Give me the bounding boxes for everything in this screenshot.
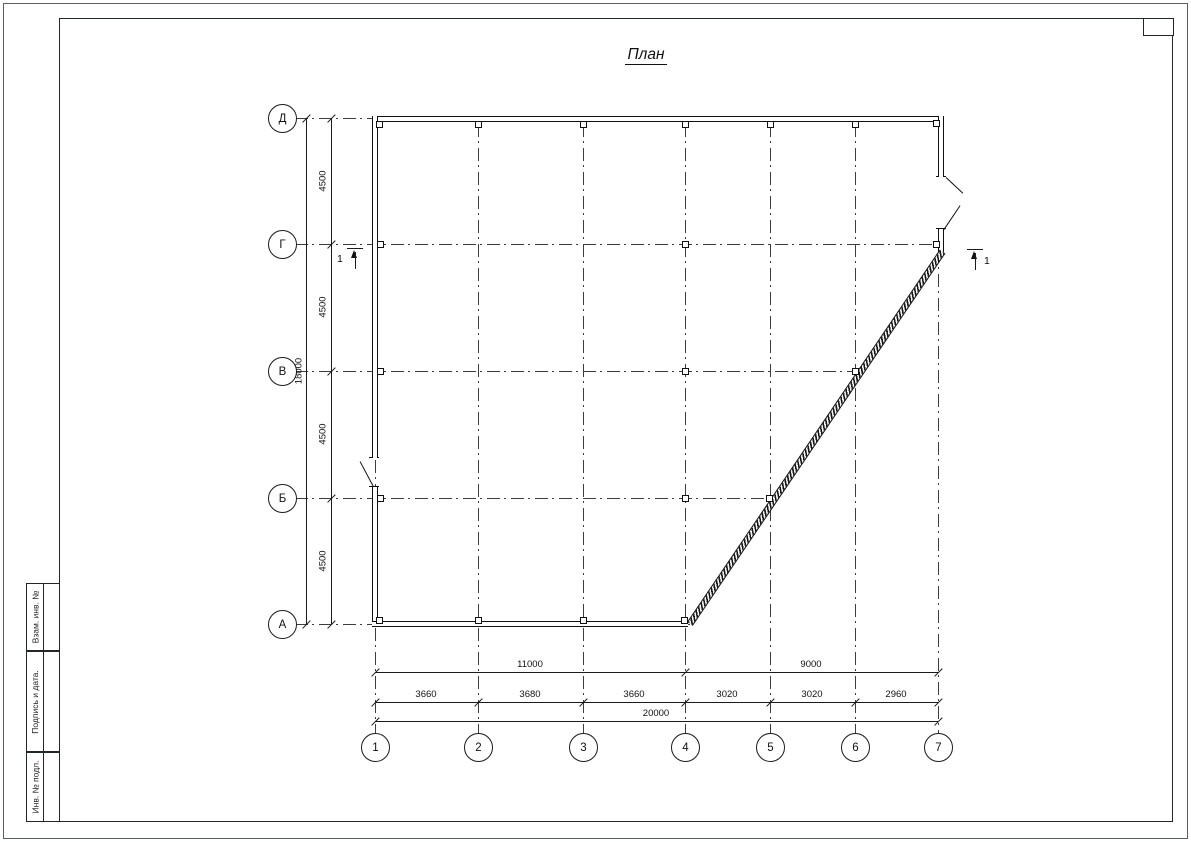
column-marker — [579, 616, 587, 624]
dim-line-col-segments — [375, 702, 938, 703]
corner-stamp-box — [1143, 18, 1174, 36]
section-mark-right-shaft — [974, 253, 976, 270]
dim-label-3660: 3660 — [623, 689, 645, 700]
section-mark-right-bar — [967, 249, 983, 251]
titleblock-label-cell: Инв. № подл. — [27, 753, 44, 821]
column-marker — [765, 494, 773, 502]
grid-line-row-d — [295, 118, 375, 119]
col-axis-label: 4 — [682, 741, 689, 754]
dim-label-3680: 3680 — [519, 689, 541, 700]
drawing-title: План — [625, 46, 667, 65]
grid-line-row-v — [295, 371, 857, 372]
row-axis-bubble-v: В — [268, 357, 297, 386]
dim-label-4500: 4500 — [317, 296, 329, 318]
section-label-left: 1 — [337, 253, 343, 265]
col-axis-bubble-1: 1 — [361, 733, 390, 762]
grid-line-row-g — [295, 244, 932, 245]
sheet-inner-frame — [59, 18, 1173, 822]
grid-line-col-4 — [685, 124, 686, 733]
col-axis-bubble-2: 2 — [464, 733, 493, 762]
section-label-right: 1 — [984, 255, 990, 267]
column-marker — [375, 616, 383, 624]
column-marker — [932, 240, 940, 248]
dim-label-3660: 3660 — [415, 689, 437, 700]
column-marker — [932, 119, 940, 127]
col-axis-bubble-3: 3 — [569, 733, 598, 762]
titleblock-label: Взам. инв. № — [30, 590, 41, 644]
column-marker — [681, 367, 689, 375]
row-axis-bubble-a: А — [268, 610, 297, 639]
dim-line-col-total — [375, 721, 938, 722]
column-marker — [376, 240, 384, 248]
grid-line-col-2 — [478, 124, 479, 733]
wall-bottom — [372, 621, 688, 627]
wall-left-lower — [372, 487, 378, 627]
column-marker — [681, 240, 689, 248]
column-marker — [474, 616, 482, 624]
titleblock-label: Подпись и дата. — [30, 669, 40, 734]
sheet-outer-border — [3, 3, 1188, 839]
column-marker — [376, 367, 384, 375]
dim-label-11000: 11000 — [517, 659, 543, 670]
column-marker — [681, 494, 689, 502]
titleblock-cell-inv: Инв. № подл. — [26, 752, 60, 822]
wall-right-upper — [938, 116, 944, 177]
row-axis-label: Б — [278, 492, 287, 505]
column-marker — [680, 616, 688, 624]
col-axis-label: 3 — [580, 741, 587, 754]
col-axis-bubble-6: 6 — [841, 733, 870, 762]
column-marker — [579, 120, 587, 128]
dim-label-3020: 3020 — [716, 689, 738, 700]
wall-left-upper — [372, 116, 378, 458]
column-marker — [766, 120, 774, 128]
col-axis-label: 7 — [935, 741, 942, 754]
dim-label-4500: 4500 — [317, 550, 329, 572]
row-axis-bubble-d: Д — [268, 104, 297, 133]
row-axis-bubble-b: Б — [268, 484, 297, 513]
column-marker — [851, 120, 859, 128]
dim-line-row-total — [306, 118, 307, 624]
row-axis-label: А — [278, 618, 287, 631]
column-marker — [851, 367, 859, 375]
col-axis-label: 2 — [475, 741, 482, 754]
grid-line-col-6 — [855, 124, 856, 733]
col-axis-bubble-5: 5 — [756, 733, 785, 762]
dim-label-3020: 3020 — [801, 689, 823, 700]
dim-label-20000: 20000 — [642, 708, 670, 719]
grid-line-col-7 — [938, 250, 939, 733]
titleblock-cell-podpis: Подпись и дата. — [26, 651, 60, 752]
section-arrow-icon — [351, 250, 357, 258]
wall-opening-cap — [936, 228, 946, 230]
col-axis-label: 5 — [767, 741, 774, 754]
column-marker — [474, 120, 482, 128]
titleblock-cell-vzam: Взам. инв. № — [26, 583, 60, 651]
titleblock-label-cell: Взам. инв. № — [27, 584, 44, 650]
col-axis-label: 1 — [372, 741, 379, 754]
grid-line-col-5 — [770, 124, 771, 733]
grid-line-col-3 — [583, 124, 584, 733]
col-axis-bubble-7: 7 — [924, 733, 953, 762]
titleblock-label-cell: Подпись и дата. — [27, 652, 44, 751]
dim-line-col-groups — [375, 672, 938, 673]
column-marker — [375, 120, 383, 128]
section-mark-left-shaft — [354, 252, 356, 269]
column-marker — [376, 494, 384, 502]
col-axis-bubble-4: 4 — [671, 733, 700, 762]
row-axis-label: Д — [278, 112, 287, 125]
section-mark-left-bar — [347, 248, 363, 250]
row-axis-bubble-g: Г — [268, 230, 297, 259]
titleblock-label: Инв. № подл. — [30, 760, 41, 814]
row-axis-label: В — [278, 365, 287, 378]
dim-label-4500: 4500 — [317, 423, 329, 445]
section-arrow-icon — [971, 251, 977, 259]
dim-label-2960: 2960 — [885, 689, 907, 700]
column-marker — [681, 120, 689, 128]
dim-label-4500: 4500 — [317, 170, 329, 192]
col-axis-label: 6 — [852, 741, 859, 754]
dim-label-9000: 9000 — [800, 659, 822, 670]
row-axis-label: Г — [279, 238, 286, 251]
wall-top — [373, 116, 944, 122]
grid-line-row-b — [295, 498, 772, 499]
